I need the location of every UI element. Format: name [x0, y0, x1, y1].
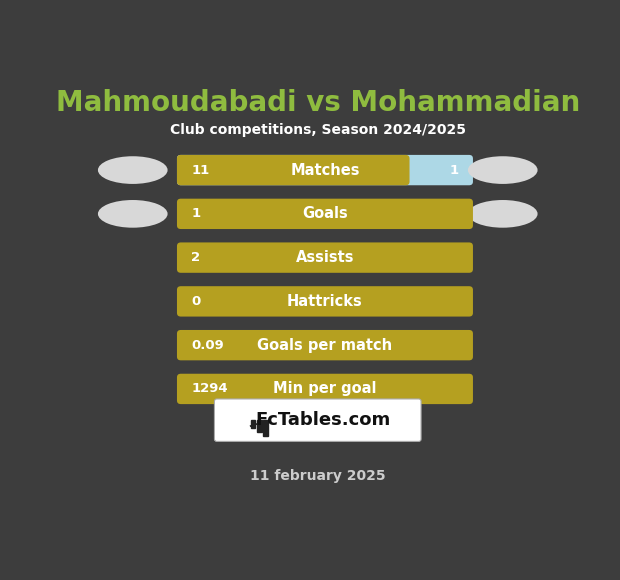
Text: 11 february 2025: 11 february 2025: [250, 469, 386, 483]
FancyBboxPatch shape: [177, 155, 473, 185]
Text: 0: 0: [192, 295, 201, 308]
Text: 2: 2: [192, 251, 200, 264]
Text: FcTables.com: FcTables.com: [255, 411, 390, 429]
Text: Assists: Assists: [296, 250, 354, 265]
FancyBboxPatch shape: [177, 199, 473, 229]
FancyBboxPatch shape: [177, 374, 473, 404]
Text: Min per goal: Min per goal: [273, 382, 377, 396]
FancyBboxPatch shape: [177, 242, 473, 273]
Text: Goals: Goals: [302, 206, 348, 222]
Text: 11: 11: [192, 164, 210, 176]
Text: Goals per match: Goals per match: [257, 338, 392, 353]
Bar: [257, 420, 262, 432]
Ellipse shape: [468, 200, 538, 228]
Bar: [250, 420, 255, 428]
Text: 0.09: 0.09: [192, 339, 224, 351]
Text: 1294: 1294: [192, 382, 228, 396]
FancyBboxPatch shape: [177, 155, 410, 185]
Text: Matches: Matches: [290, 162, 360, 177]
Text: Club competitions, Season 2024/2025: Club competitions, Season 2024/2025: [170, 123, 466, 137]
Text: Mahmoudabadi vs Mohammadian: Mahmoudabadi vs Mohammadian: [56, 89, 580, 117]
FancyBboxPatch shape: [177, 330, 473, 360]
Ellipse shape: [468, 156, 538, 184]
Text: 1: 1: [450, 164, 459, 176]
Ellipse shape: [98, 156, 167, 184]
Bar: [398, 162, 405, 178]
FancyBboxPatch shape: [177, 286, 473, 317]
Bar: [263, 420, 268, 436]
Ellipse shape: [98, 200, 167, 228]
FancyBboxPatch shape: [215, 399, 421, 441]
Text: 1: 1: [192, 208, 200, 220]
Text: Hattricks: Hattricks: [287, 294, 363, 309]
